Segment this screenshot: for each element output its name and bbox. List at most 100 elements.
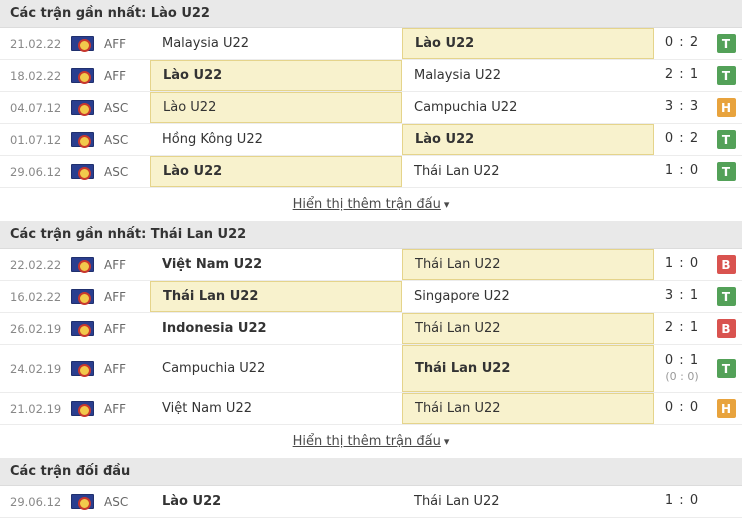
match-score: 0 : 1 (0 : 0): [654, 345, 710, 392]
result-badge: T: [716, 34, 736, 53]
score-main: 0 : 1: [664, 352, 700, 368]
away-team-cell: Thái Lan U22: [414, 164, 500, 179]
result-badge: B: [716, 319, 736, 338]
score-main: 3 : 1: [664, 288, 700, 304]
match-score: 3 : 1: [654, 281, 710, 312]
match-score: 0 : 0: [654, 393, 710, 424]
home-team-cell: Campuchia U22: [162, 361, 266, 376]
show-more-row: Hiển thị thêm trận đấu ▾: [0, 425, 742, 458]
match-date: 18.02.22: [10, 68, 62, 83]
flag-cell: [68, 249, 104, 280]
result-badge-cell: T: [710, 60, 742, 91]
match-date: 21.02.19: [10, 401, 62, 416]
match-row[interactable]: 16.02.22 AFF Thái Lan U22 Singapore U22 3 : …: [0, 281, 742, 313]
competition-code: AFF: [104, 289, 127, 304]
away-team-cell: Lào U22: [402, 28, 654, 59]
flag-cell: [68, 124, 104, 155]
competition-flag-icon: [71, 401, 94, 417]
match-score: 1 : 0: [654, 249, 710, 280]
show-more-label: Hiển thị thêm trận đấu: [292, 197, 441, 212]
section-title: Các trận gần nhất: Lào U22: [10, 6, 210, 21]
result-badge-cell: H: [710, 393, 742, 424]
show-more-link[interactable]: Hiển thị thêm trận đấu ▾: [293, 197, 450, 212]
match-sub-score: (0 : 0): [665, 369, 699, 383]
competition-code: AFF: [104, 36, 127, 51]
match-date: 04.07.12: [10, 100, 62, 115]
competition-flag-icon: [71, 164, 94, 180]
flag-cell: [68, 345, 104, 392]
score-main: 0 : 0: [664, 400, 700, 416]
away-team-cell: Malaysia U22: [414, 68, 501, 83]
result-badge-cell: B: [710, 249, 742, 280]
match-row[interactable]: 04.07.12 ASC Lào U22 Campuchia U22 3 : 3 H: [0, 92, 742, 124]
show-more-link[interactable]: Hiển thị thêm trận đấu ▾: [293, 434, 450, 449]
score-main: 2 : 1: [664, 320, 700, 336]
match-score: 1 : 0: [654, 486, 710, 517]
match-row[interactable]: 22.02.22 AFF Việt Nam U22 Thái Lan U22 1 : 0…: [0, 249, 742, 281]
competition-flag-icon: [71, 132, 94, 148]
result-badge-cell: T: [710, 124, 742, 155]
match-row[interactable]: 29.06.12 ASC Lào U22 Thái Lan U22 1 : 0: [0, 486, 742, 518]
home-team-cell: Indonesia U22: [162, 321, 267, 336]
show-more-label: Hiển thị thêm trận đấu: [292, 434, 441, 449]
match-date: 29.06.12: [10, 494, 62, 509]
match-date: 22.02.22: [10, 257, 62, 272]
match-date: 24.02.19: [10, 361, 62, 376]
flag-cell: [68, 486, 104, 517]
match-date: 16.02.22: [10, 289, 62, 304]
match-row[interactable]: 01.07.12 ASC Hồng Kông U22 Lào U22 0 : 2 T: [0, 124, 742, 156]
away-team-cell: Lào U22: [402, 124, 654, 155]
result-badge: H: [716, 98, 736, 117]
section-title: Các trận đối đầu: [10, 464, 131, 479]
home-team-cell: Lào U22: [162, 494, 222, 509]
away-team-cell: Campuchia U22: [414, 100, 518, 115]
away-team-cell: Thái Lan U22: [414, 494, 500, 509]
match-score: 0 : 2: [654, 124, 710, 155]
result-badge-cell: T: [710, 156, 742, 187]
score-main: 1 : 0: [664, 163, 700, 179]
match-score: 2 : 1: [654, 60, 710, 91]
result-badge: H: [716, 399, 736, 418]
home-team-cell: Lào U22: [150, 60, 402, 91]
away-team-cell: Thái Lan U22: [402, 313, 654, 344]
match-row[interactable]: 18.02.22 AFF Lào U22 Malaysia U22 2 : 1 T: [0, 60, 742, 92]
match-row[interactable]: 26.02.19 AFF Indonesia U22 Thái Lan U22 2 : …: [0, 313, 742, 345]
result-badge: T: [716, 162, 736, 181]
competition-code: AFF: [104, 401, 127, 416]
result-badge-cell: T: [710, 28, 742, 59]
home-team-cell: Việt Nam U22: [162, 401, 252, 416]
result-badge-cell: B: [710, 313, 742, 344]
match-row[interactable]: 24.02.19 AFF Campuchia U22 Thái Lan U22 0 : …: [0, 345, 742, 393]
competition-flag-icon: [71, 289, 94, 305]
home-team-cell: Việt Nam U22: [162, 257, 263, 272]
match-row[interactable]: 21.02.22 AFF Malaysia U22 Lào U22 0 : 2 T: [0, 28, 742, 60]
flag-cell: [68, 92, 104, 123]
competition-code: ASC: [104, 494, 129, 509]
away-team-cell: Thái Lan U22: [402, 393, 654, 424]
competition-code: ASC: [104, 132, 129, 147]
result-badge: B: [716, 255, 736, 274]
match-date: 01.07.12: [10, 132, 62, 147]
flag-cell: [68, 313, 104, 344]
home-team-cell: Thái Lan U22: [150, 281, 402, 312]
result-badge-cell: [710, 486, 742, 517]
home-team-cell: Lào U22: [150, 156, 402, 187]
home-team-cell: Malaysia U22: [162, 36, 249, 51]
competition-code: ASC: [104, 100, 129, 115]
match-score: 2 : 1: [654, 313, 710, 344]
competition-code: AFF: [104, 68, 127, 83]
section-header: Các trận đối đầu: [0, 458, 742, 486]
chevron-down-icon: ▾: [443, 435, 450, 448]
competition-code: AFF: [104, 361, 127, 376]
away-team-cell: Thái Lan U22: [402, 249, 654, 280]
match-row[interactable]: 29.06.12 ASC Lào U22 Thái Lan U22 1 : 0 T: [0, 156, 742, 188]
competition-flag-icon: [71, 321, 94, 337]
score-main: 2 : 1: [664, 67, 700, 83]
match-score: 0 : 2: [654, 28, 710, 59]
result-badge: T: [716, 66, 736, 85]
result-badge-cell: T: [710, 345, 742, 392]
match-row[interactable]: 21.02.19 AFF Việt Nam U22 Thái Lan U22 0 : 0…: [0, 393, 742, 425]
away-team-cell: Thái Lan U22: [402, 345, 654, 392]
score-main: 3 : 3: [664, 99, 700, 115]
